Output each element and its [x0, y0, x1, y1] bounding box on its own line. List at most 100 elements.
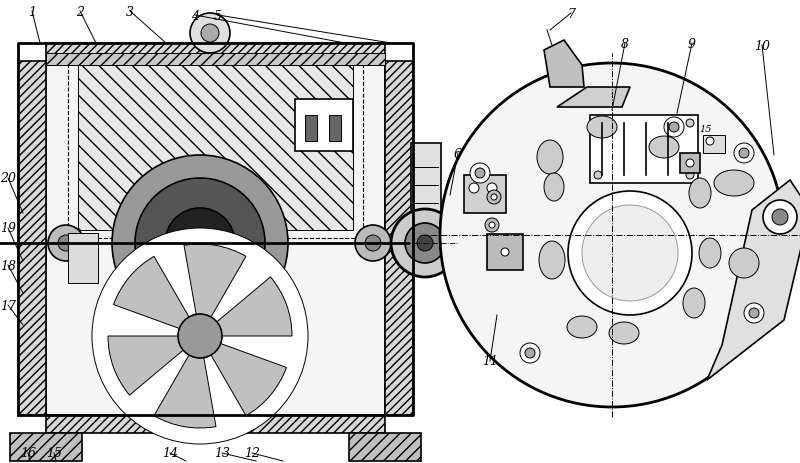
Bar [46, 54, 385, 66]
Circle shape [501, 249, 509, 257]
Bar [10, 433, 82, 461]
Wedge shape [200, 277, 292, 336]
Circle shape [469, 184, 479, 194]
Wedge shape [154, 336, 216, 428]
Circle shape [201, 25, 219, 43]
Bar [487, 234, 523, 270]
Ellipse shape [714, 171, 754, 197]
Circle shape [487, 184, 497, 194]
Circle shape [48, 225, 84, 262]
Ellipse shape [544, 174, 564, 201]
Circle shape [475, 169, 485, 179]
Circle shape [594, 120, 602, 128]
Circle shape [520, 343, 540, 363]
Text: 15: 15 [700, 124, 712, 133]
Circle shape [178, 314, 222, 358]
Text: 16: 16 [20, 446, 36, 459]
Ellipse shape [537, 141, 563, 175]
Circle shape [744, 303, 764, 323]
Circle shape [440, 64, 784, 407]
Text: 5: 5 [214, 9, 222, 22]
Bar [78, 66, 353, 231]
Circle shape [669, 123, 679, 133]
Bar [305, 116, 317, 142]
Circle shape [594, 172, 602, 180]
Bar [329, 116, 341, 142]
Circle shape [686, 120, 694, 128]
Ellipse shape [689, 179, 711, 208]
Ellipse shape [609, 322, 639, 344]
Circle shape [365, 236, 381, 251]
Bar [385, 62, 413, 415]
Text: 10: 10 [754, 39, 770, 52]
Bar [46, 415, 385, 433]
Bar [295, 100, 353, 152]
Ellipse shape [729, 249, 759, 278]
Circle shape [391, 210, 459, 277]
Bar [18, 62, 46, 415]
Bar [464, 175, 506, 213]
Polygon shape [544, 41, 584, 88]
Text: 3: 3 [126, 6, 134, 19]
Bar [349, 433, 421, 461]
Text: 19: 19 [0, 222, 16, 235]
Circle shape [491, 194, 497, 200]
Circle shape [135, 179, 265, 308]
Wedge shape [114, 257, 200, 336]
Bar [680, 154, 700, 174]
Text: 9: 9 [688, 38, 696, 50]
Bar [46, 44, 385, 62]
Text: 6: 6 [454, 147, 462, 160]
Circle shape [417, 236, 433, 251]
Bar [68, 233, 98, 283]
Text: 2: 2 [76, 6, 84, 19]
Circle shape [112, 156, 288, 332]
Text: 14: 14 [162, 446, 178, 459]
Circle shape [470, 163, 490, 184]
Ellipse shape [683, 288, 705, 319]
Polygon shape [707, 181, 800, 380]
Text: 11: 11 [482, 355, 498, 368]
Wedge shape [184, 244, 246, 336]
Ellipse shape [587, 117, 617, 139]
Circle shape [568, 192, 692, 315]
Circle shape [355, 225, 391, 262]
Polygon shape [557, 88, 630, 108]
Text: 7: 7 [567, 7, 575, 20]
Text: 15: 15 [46, 446, 62, 459]
Circle shape [686, 172, 694, 180]
Circle shape [525, 348, 535, 358]
Ellipse shape [539, 242, 565, 279]
Circle shape [165, 208, 235, 278]
Bar [68, 58, 363, 238]
Circle shape [190, 14, 230, 54]
Wedge shape [108, 336, 200, 395]
Circle shape [734, 144, 754, 163]
Bar [46, 62, 385, 415]
Ellipse shape [649, 137, 679, 159]
Text: 13: 13 [214, 446, 230, 459]
Circle shape [485, 219, 499, 232]
Ellipse shape [699, 238, 721, 269]
Text: 4: 4 [191, 9, 199, 22]
Circle shape [739, 149, 749, 159]
Text: 18: 18 [0, 259, 16, 272]
Wedge shape [200, 336, 286, 416]
Circle shape [686, 160, 694, 168]
Text: 8: 8 [621, 38, 629, 50]
Bar [411, 144, 441, 219]
Circle shape [58, 236, 74, 251]
Circle shape [706, 138, 714, 146]
Bar [590, 116, 698, 184]
Circle shape [489, 223, 495, 229]
Circle shape [92, 229, 308, 444]
Circle shape [582, 206, 678, 301]
Ellipse shape [567, 316, 597, 338]
Circle shape [749, 308, 759, 319]
Text: 20: 20 [0, 172, 16, 185]
Bar [703, 136, 725, 154]
Text: 1: 1 [28, 6, 36, 19]
Text: 12: 12 [244, 446, 260, 459]
Circle shape [487, 191, 501, 205]
Circle shape [405, 224, 445, 263]
